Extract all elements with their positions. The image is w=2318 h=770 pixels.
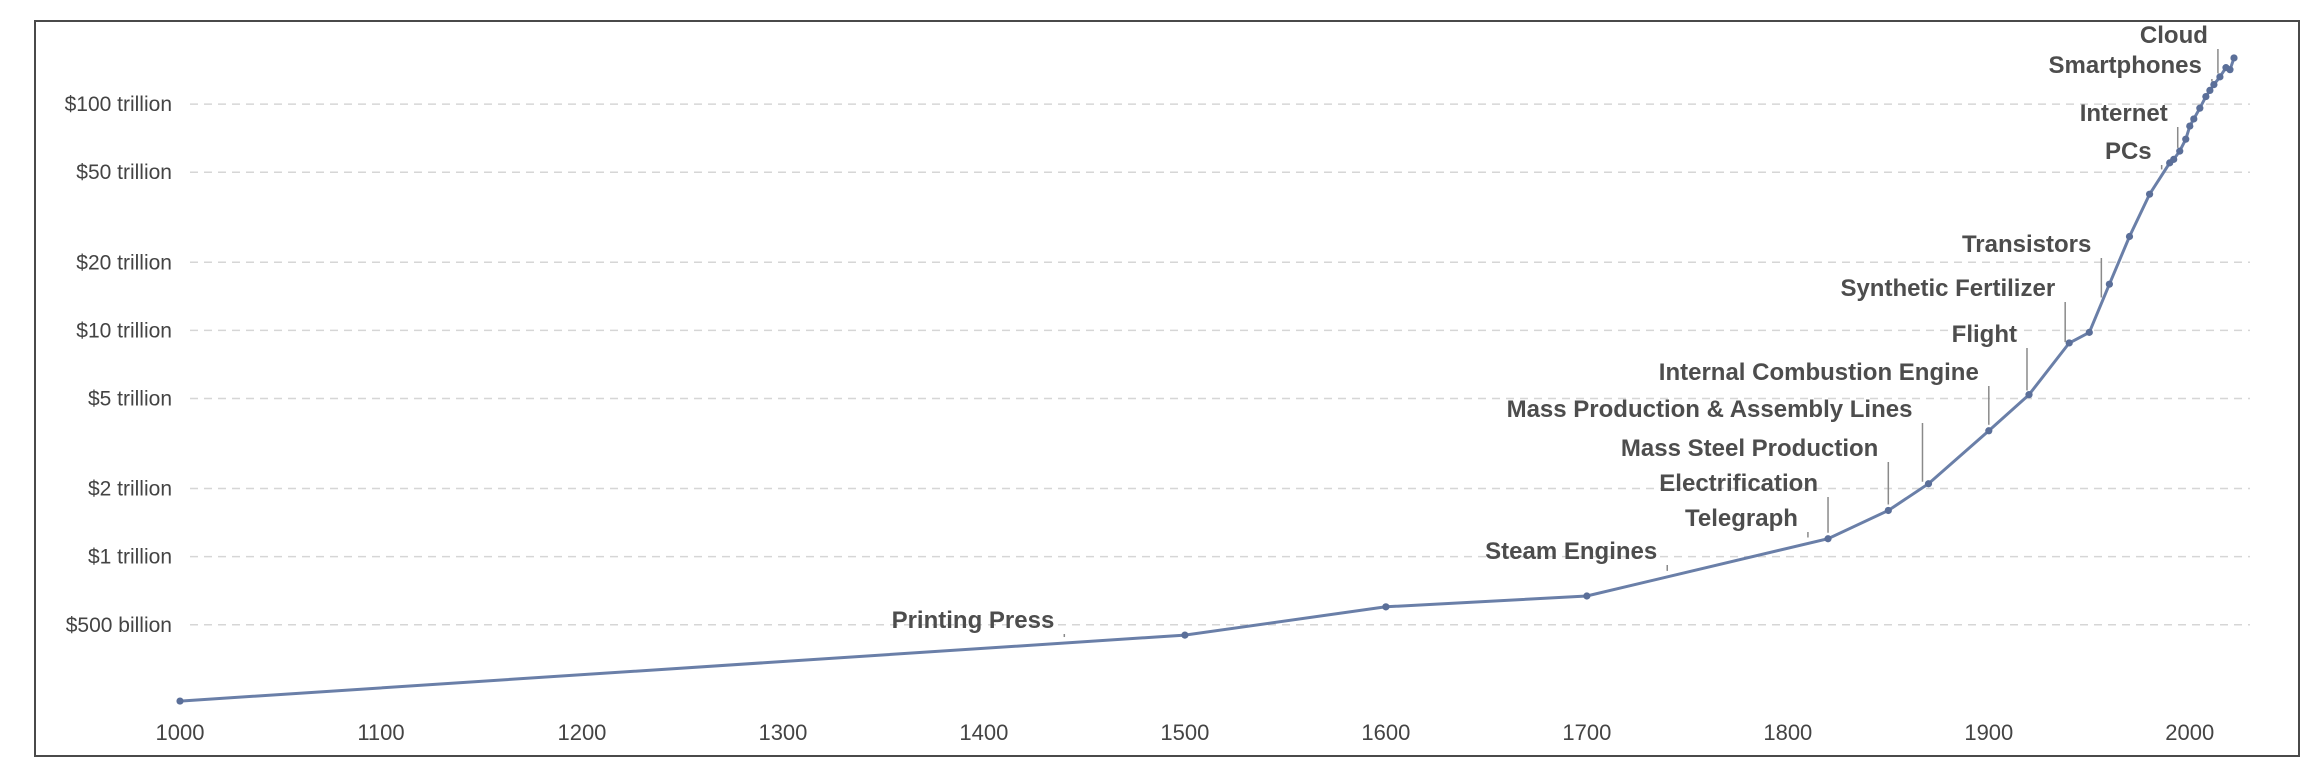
x-tick-label: 1100 <box>357 720 404 745</box>
data-point <box>1985 427 1993 435</box>
data-point <box>2105 280 2113 288</box>
annotation-label: Electrification <box>1659 470 1818 497</box>
annotation-label: Synthetic Fertilizer <box>1840 275 2055 302</box>
data-point <box>2145 190 2154 198</box>
x-tick-label: 1900 <box>1964 720 2013 745</box>
data-point <box>1382 603 1390 611</box>
data-point <box>176 697 184 705</box>
x-tick-label: 1200 <box>557 720 606 745</box>
y-tick-label: $2 trillion <box>88 478 172 501</box>
x-tick-label: 1000 <box>156 720 205 745</box>
annotation-label: Mass Production & Assembly Lines <box>1507 396 1913 423</box>
data-point <box>2206 86 2214 95</box>
data-point <box>1583 592 1591 600</box>
data-point <box>2065 339 2073 347</box>
annotation-label: Smartphones <box>2049 52 2202 79</box>
data-point <box>2190 115 2198 123</box>
annotation-label: Flight <box>1952 321 2017 348</box>
data-point <box>2186 122 2194 130</box>
data-point <box>2226 66 2234 74</box>
data-point <box>2085 328 2093 336</box>
y-tick-label: $1 trillion <box>88 546 172 569</box>
data-point <box>1924 480 1933 488</box>
annotation-label: Printing Press <box>892 607 1055 634</box>
data-point <box>2216 73 2224 81</box>
data-point <box>2210 81 2218 89</box>
x-tick-label: 1800 <box>1763 720 1812 745</box>
x-tick-label: 2000 <box>2165 720 2214 745</box>
annotation-label: PCs <box>2105 138 2152 165</box>
data-point <box>2196 104 2204 112</box>
annotation-label: Internet <box>2080 100 2168 127</box>
data-point <box>2202 92 2210 101</box>
y-tick-label: $20 trillion <box>76 251 172 274</box>
data-point <box>1884 506 1892 515</box>
data-point <box>2230 54 2238 62</box>
annotation-label: Internal Combustion Engine <box>1659 359 1979 386</box>
annotation-label: Transistors <box>1962 231 2091 258</box>
annotation-label: Mass Steel Production <box>1621 435 1878 462</box>
y-tick-label: $50 trillion <box>76 161 172 184</box>
chart-frame <box>34 20 2300 757</box>
data-point <box>1181 631 1189 639</box>
y-tick-label: $5 trillion <box>88 388 172 411</box>
data-point <box>2025 391 2033 399</box>
data-point <box>2170 155 2178 163</box>
x-tick-label: 1500 <box>1160 720 1209 745</box>
x-tick-label: 1400 <box>959 720 1008 745</box>
data-point <box>2125 232 2134 241</box>
annotation-label: Telegraph <box>1685 505 1798 532</box>
data-point <box>1824 535 1832 543</box>
data-point <box>2182 135 2190 143</box>
y-tick-label: $10 trillion <box>76 319 172 342</box>
data-point <box>2176 147 2184 155</box>
annotation-label: Cloud <box>2140 22 2208 49</box>
annotation-label: Steam Engines <box>1485 538 1657 565</box>
x-tick-label: 1700 <box>1562 720 1611 745</box>
x-tick-label: 1600 <box>1361 720 1410 745</box>
y-tick-label: $500 billion <box>66 614 172 637</box>
x-tick-label: 1300 <box>758 720 807 745</box>
y-tick-label: $100 trillion <box>65 93 172 116</box>
